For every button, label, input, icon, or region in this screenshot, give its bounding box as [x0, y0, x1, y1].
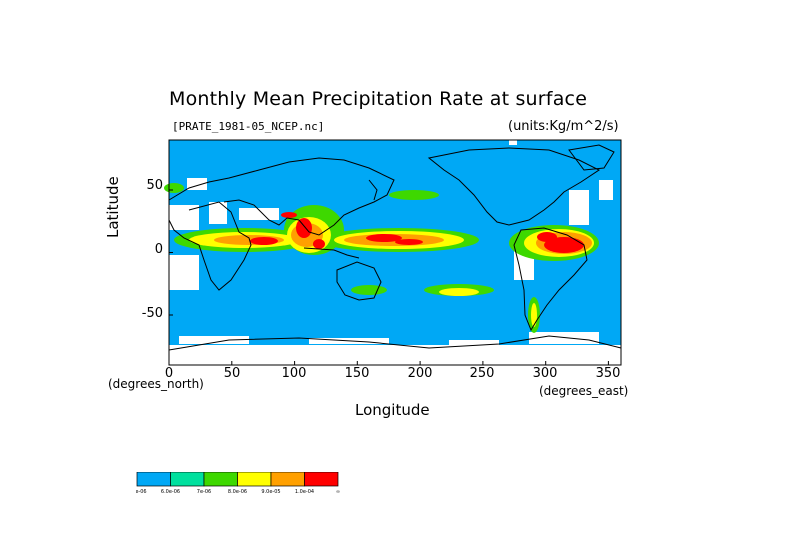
- x-tick-label: 350: [595, 366, 621, 381]
- precip-band: [164, 183, 184, 193]
- colorbar-label: 7e-06: [197, 489, 211, 495]
- colorbar-label: 9.0e-05: [261, 489, 280, 495]
- missing-data-patch: [169, 255, 199, 290]
- coastline-eurasia: [168, 157, 395, 236]
- precipitation-map: [164, 139, 622, 366]
- missing-data-patch: [509, 140, 517, 145]
- precip-band: [531, 303, 537, 327]
- x-tick-label: 150: [344, 366, 370, 381]
- colorbar-swatch: [136, 472, 171, 487]
- coastline-antarctica: [168, 335, 622, 351]
- colorbar-label: 6.0e-06: [161, 489, 180, 495]
- chart-title: Monthly Mean Precipitation Rate at surfa…: [169, 88, 588, 110]
- precip-band: [389, 190, 439, 200]
- precip-band: [439, 288, 479, 296]
- colorbar-labels: 5.0e-06 6.0e-06 7e-06 8.0e-06 9.0e-05 1.0e-04…: [136, 489, 340, 495]
- coastline-africa: [168, 201, 252, 291]
- precip-band: [537, 232, 557, 242]
- colorbar-swatch: [270, 472, 305, 487]
- coastline-australia: [336, 261, 382, 301]
- x-tick-label: 300: [532, 366, 558, 381]
- colorbar-label: 8.0e-06: [228, 489, 247, 495]
- y-tick-label: -50: [141, 306, 163, 321]
- colorbar: 5.0e-06 6.0e-06 7e-06 8.0e-06 9.0e-05 1.0e-04…: [136, 472, 340, 495]
- colorbar-label: ∞: [336, 489, 340, 495]
- x-tick-label: 50: [223, 366, 241, 381]
- longitude-unit-note: (degrees_east): [539, 384, 629, 398]
- units-label: (units:Kg/m^2/s): [508, 119, 619, 134]
- missing-data-patch: [179, 336, 249, 344]
- x-axis-label: Longitude: [355, 401, 430, 419]
- missing-data-patch: [239, 208, 279, 220]
- coastline-japan: [368, 179, 378, 201]
- precip-band: [313, 239, 325, 249]
- missing-data-patch: [569, 190, 589, 225]
- axis-ticks: [168, 189, 609, 365]
- missing-data-patch: [169, 345, 621, 365]
- precip-band: [366, 234, 402, 242]
- precip-band: [281, 212, 297, 218]
- missing-data-patch: [209, 202, 227, 224]
- precip-band: [250, 237, 278, 245]
- precip-band: [544, 237, 584, 253]
- colorbar-swatch: [237, 472, 272, 487]
- precip-band: [395, 239, 423, 245]
- coastline-indonesia: [303, 247, 360, 259]
- coastlines: [168, 144, 622, 351]
- missing-data-patch: [449, 340, 499, 345]
- colorbar-swatches: [136, 472, 339, 487]
- colorbar-swatch: [203, 472, 238, 487]
- x-tick-label: 200: [407, 366, 433, 381]
- colorbar-label: 1.0e-04: [295, 489, 314, 495]
- coastline-south-america: [513, 227, 588, 332]
- precip-band-red: [250, 212, 584, 253]
- y-tick-label: 0: [154, 242, 163, 257]
- latitude-unit-note: (degrees_north): [108, 377, 204, 391]
- precip-band: [351, 285, 387, 295]
- file-label: [PRATE_1981-05_NCEP.nc]: [172, 120, 325, 133]
- colorbar-swatch: [170, 472, 205, 487]
- y-axis-label: Latitude: [104, 176, 122, 238]
- y-tick-label: 50: [146, 178, 163, 193]
- x-tick-label: 0: [164, 366, 174, 381]
- coastline-north-america: [427, 147, 600, 226]
- colorbar-swatch: [304, 472, 339, 487]
- colorbar-label: 5.0e-06: [136, 489, 147, 495]
- x-tick-label: 100: [281, 366, 307, 381]
- missing-data-layer: [169, 140, 621, 365]
- missing-data-patch: [599, 180, 613, 200]
- coastline-greenland: [568, 144, 615, 171]
- precip-band: [296, 218, 312, 238]
- x-tick-label: 250: [469, 366, 495, 381]
